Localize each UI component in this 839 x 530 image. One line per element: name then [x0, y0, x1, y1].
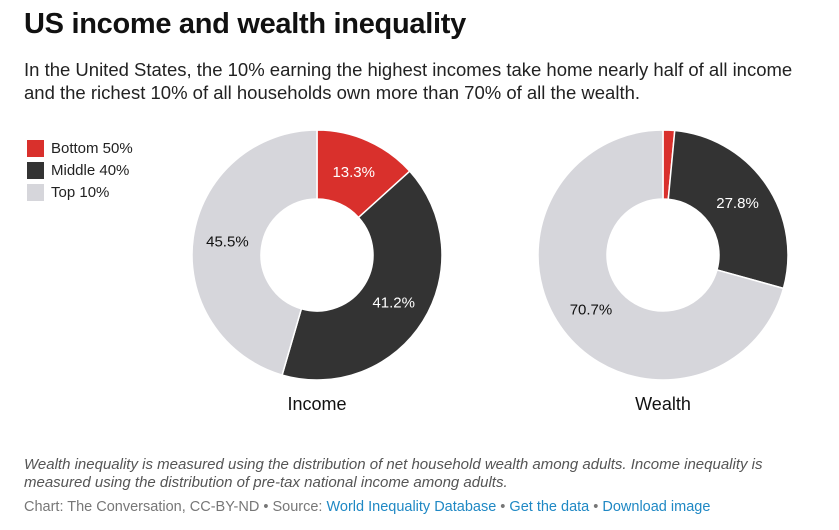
income-slice-middle-40 [281, 170, 443, 381]
source-link[interactable]: World Inequality Database [326, 499, 497, 515]
footer-separator: • Source: [259, 499, 327, 515]
wealth-value-label: 70.7% [570, 301, 613, 318]
legend: Bottom 50% Middle 40% Top 10% [27, 137, 133, 203]
legend-item-top-10: Top 10% [27, 181, 133, 203]
income-caption: Income [287, 394, 346, 414]
legend-item-bottom-50: Bottom 50% [27, 137, 133, 159]
credit-text: Chart: The Conversation, CC-BY-ND [24, 499, 260, 515]
donut-charts: 13.3% 41.2% 45.5% Income 27.8% 70.7% Wealth [191, 129, 789, 414]
income-slice-top-10 [191, 129, 318, 376]
wealth-value-label: 27.8% [716, 195, 759, 212]
footer-separator: • [589, 499, 603, 515]
wealth-caption: Wealth [635, 394, 691, 414]
wealth-slice-middle-40 [667, 129, 789, 290]
legend-label-top-10: Top 10% [51, 183, 110, 201]
wealth-donut: 27.8% 70.7% Wealth [537, 129, 789, 414]
get-data-link[interactable]: Get the data [509, 499, 590, 515]
methodology-note: Wealth inequality is measured using the … [24, 456, 763, 491]
footer-separator: • [496, 499, 510, 515]
chart-footer: Chart: The Conversation, CC-BY-ND • Sour… [24, 499, 710, 515]
income-donut: 13.3% 41.2% 45.5% Income [191, 129, 443, 414]
legend-swatch-bottom-50 [27, 139, 44, 157]
income-value-label: 13.3% [332, 164, 375, 181]
legend-swatch-top-10 [27, 183, 44, 201]
legend-swatch-middle-40 [27, 161, 44, 179]
income-value-label: 41.2% [372, 295, 415, 312]
legend-label-middle-40: Middle 40% [51, 161, 130, 179]
chart-title: US income and wealth inequality [24, 8, 466, 40]
wealth-slice-top-10 [537, 129, 785, 381]
chart-subtitle: In the United States, the 10% earning th… [24, 59, 793, 103]
download-image-link[interactable]: Download image [602, 499, 711, 515]
legend-item-middle-40: Middle 40% [27, 159, 133, 181]
income-value-label: 45.5% [206, 234, 249, 251]
legend-label-bottom-50: Bottom 50% [51, 139, 133, 157]
